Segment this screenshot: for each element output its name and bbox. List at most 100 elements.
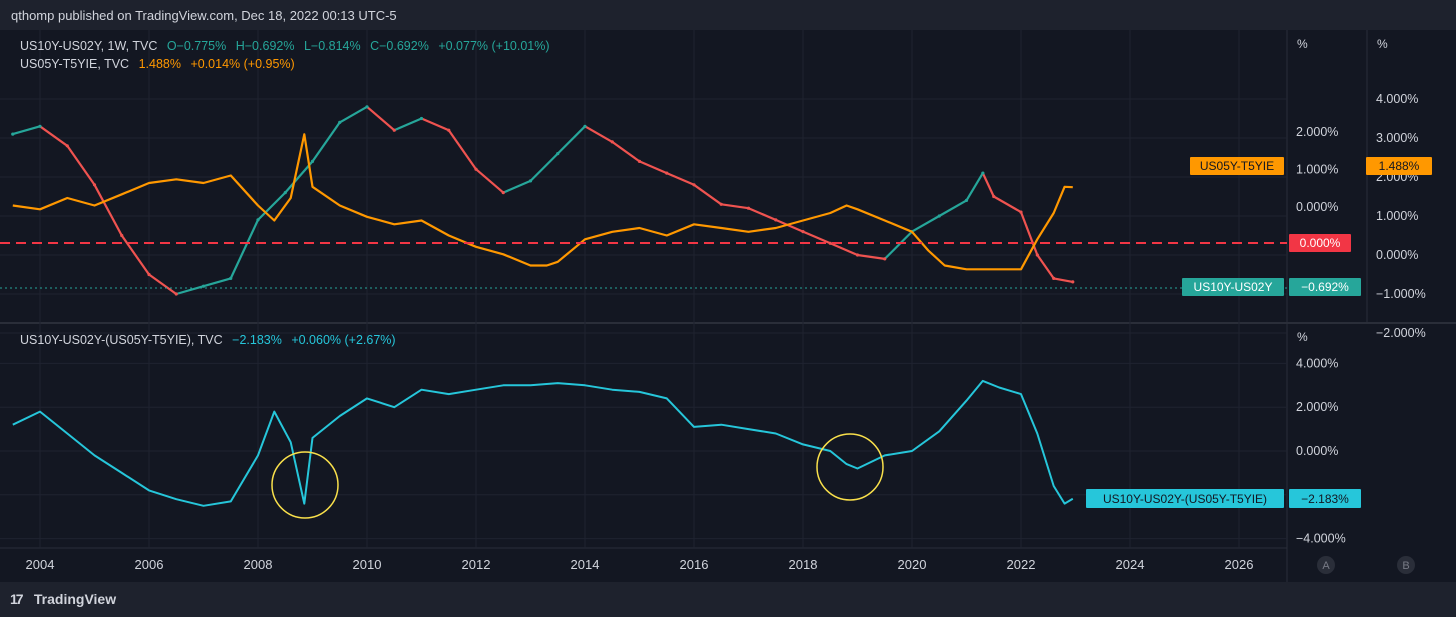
annotation-circle-2019[interactable] [816,433,884,501]
spread-series-segment [584,125,613,143]
legend-bottom-line[interactable]: US10Y-US02Y-(US05Y-T5YIE), TVC −2.183% +… [20,333,396,347]
scale-tick-right: 0.000% [1376,248,1418,262]
spread-point [392,128,396,132]
legend-t5yie-symbol: US05Y-T5YIE, TVC [20,57,129,71]
spread-series-segment [1053,277,1073,283]
scale-tick-left: 0.000% [1296,200,1338,214]
spread-point [310,159,315,163]
year-tick-label: 2014 [571,557,600,572]
t5yie-name-badge-text: US05Y-T5YIE [1200,159,1274,173]
t5yie-series-line [12,133,1073,271]
spread-point [1019,210,1023,214]
spread-point [147,272,151,277]
spread-point [556,152,560,156]
spread-series-segment [12,125,41,136]
scale-tick-left: 2.000% [1296,125,1338,139]
bottom-pane-series [12,379,1074,507]
legend-close: C−0.692% [370,39,429,53]
legend-open: O−0.775% [167,39,226,53]
chart-area[interactable]: US10Y-US02Y, 1W, TVC O−0.775% H−0.692% L… [0,30,1456,582]
scale-tick-right: 3.000% [1376,131,1418,145]
scale-tick-right: −2.000% [1376,326,1426,340]
combo-series-line [12,379,1074,507]
spread-series-segment [120,234,150,276]
spread-point [120,233,124,238]
year-tick-label: 2004 [26,557,55,572]
scale-tick-left: 1.000% [1296,163,1338,177]
scale-button-a-label: A [1322,560,1330,572]
spread-series-segment [883,230,913,260]
publisher-bar: qthomp published on TradingView.com, Dec… [0,0,1456,30]
spread-series-segment [938,199,968,217]
scale-button-a[interactable]: A [1317,556,1335,574]
spread-point [501,191,505,195]
spread-point [229,276,233,280]
spread-point [637,159,642,163]
scale-tick-bottom: −4.000% [1296,532,1346,546]
combo-value-badge: −2.183% [1289,489,1361,508]
year-tick-label: 2026 [1225,557,1254,572]
brand-name: TradingView [33,591,117,607]
spread-series-segment [203,277,232,288]
spread-series-segment [175,285,204,296]
spread-point [474,167,478,171]
spread-series-segment [229,219,259,279]
year-tick-label: 2008 [244,557,273,572]
spread-value-badge: −0.692% [1289,278,1361,296]
time-scale-labels[interactable]: 2004 2006 2008 2010 2012 2014 2016 2018 2020 2022… [26,557,1254,572]
unit-label-left: % [1297,37,1308,51]
spread-point [11,132,15,136]
spread-series-segment [802,230,831,245]
spread-point [447,128,451,132]
annotation-circle-2008[interactable] [271,451,339,519]
scale-tick-right: −1.000% [1376,287,1426,301]
spread-series-segment [148,273,177,295]
spread-series-segment [93,184,123,237]
spread-point [201,284,206,288]
spread-point [283,191,287,195]
grid [0,30,1287,548]
footer-bar: 17 TradingView [0,582,1456,617]
year-tick-label: 2012 [462,557,491,572]
spread-value-badge-text: −0.692% [1301,280,1349,294]
spread-series-segment [721,203,749,210]
legend-t5yie-change: +0.014% (+0.95%) [190,57,294,71]
year-tick-label: 2006 [135,557,164,572]
spread-series-segment [339,105,368,124]
legend-top-line2[interactable]: US05Y-T5YIE, TVC 1.488% +0.014% (+0.95%) [20,57,295,71]
spread-point [828,241,832,245]
t5yie-name-badge: US05Y-T5YIE [1190,157,1284,175]
t5yie-value-badge-text: 1.488% [1379,159,1420,173]
spread-series-segment [529,152,559,182]
spread-point [365,105,369,109]
spread-point [937,214,941,218]
spread-point [610,140,614,144]
tradingview-logo[interactable]: 17 TradingView [10,591,116,607]
scale-button-b[interactable]: B [1397,556,1415,574]
spread-point [774,218,778,222]
spread-point [801,230,805,234]
legend-high: H−0.692% [236,39,295,53]
spread-series-segment [284,160,314,194]
chart-svg[interactable]: US10Y-US02Y, 1W, TVC O−0.775% H−0.692% L… [0,30,1456,582]
zero-value-badge-text: 0.000% [1300,236,1341,250]
combo-value-badge-text: −2.183% [1301,492,1349,506]
legend-t5yie-value: 1.488% [139,57,181,71]
spread-series-segment [556,125,586,155]
spread-point [665,171,669,175]
spread-point [855,253,860,257]
year-tick-label: 2020 [898,557,927,572]
legend-low: L−0.814% [304,39,361,53]
spread-point [174,292,178,296]
spread-series-segment [829,242,858,257]
top-pane-series [11,105,1075,296]
scale-tick-bottom: 2.000% [1296,400,1338,414]
spread-point [419,116,424,121]
combo-name-badge: US10Y-US02Y-(US05Y-T5YIE) [1086,489,1284,508]
legend-top-line1[interactable]: US10Y-US02Y, 1W, TVC O−0.775% H−0.692% L… [20,39,550,53]
year-tick-label: 2016 [680,557,709,572]
spread-series-segment [393,117,422,132]
year-tick-label: 2024 [1116,557,1145,572]
spread-series-segment [775,218,804,233]
spread-point [1071,280,1075,284]
